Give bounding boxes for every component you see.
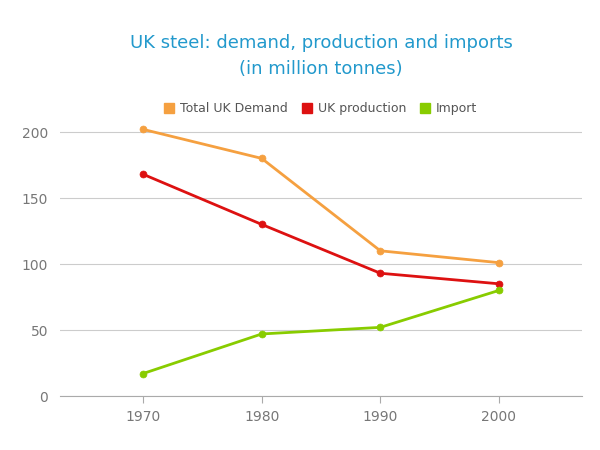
Legend: Total UK Demand, UK production, Import: Total UK Demand, UK production, Import [165, 102, 477, 115]
Title: UK steel: demand, production and imports
(in million tonnes): UK steel: demand, production and imports… [130, 34, 512, 78]
